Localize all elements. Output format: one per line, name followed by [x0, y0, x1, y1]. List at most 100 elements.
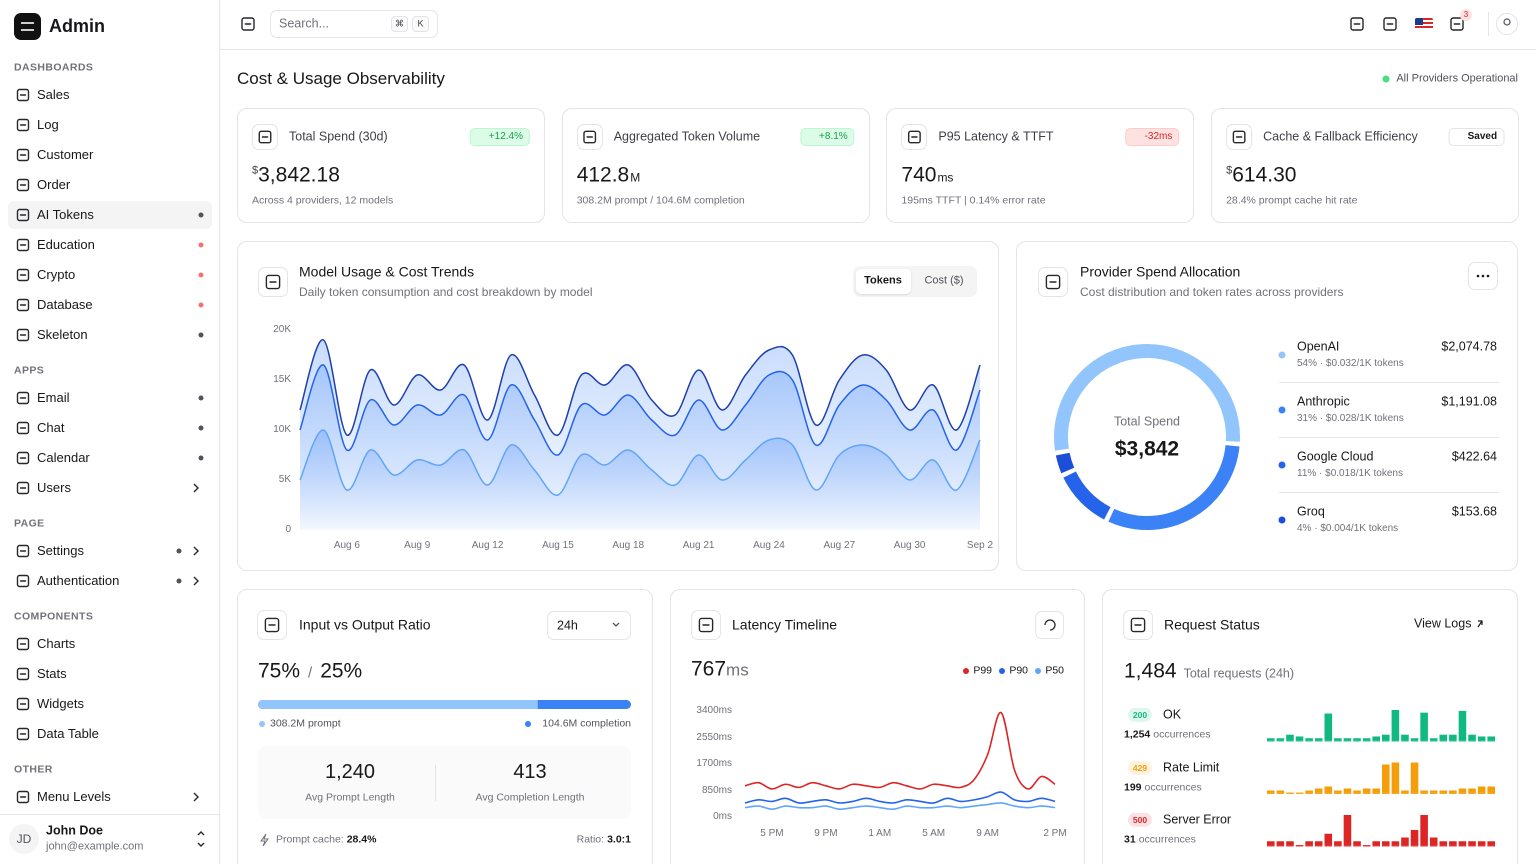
range-select[interactable]	[547, 611, 631, 640]
profile-button[interactable]	[1496, 13, 1518, 35]
card-title: Model Usage & Cost Trends	[299, 263, 475, 280]
sidebar-toggle[interactable]	[238, 14, 258, 34]
tab-label[interactable]: Cost ($)	[924, 274, 964, 287]
ratio-values: 75% / 25%	[258, 658, 362, 683]
legend-label: Groq	[1297, 504, 1325, 519]
nav-label[interactable]: Menu Levels	[37, 789, 111, 805]
toolbar-button[interactable]	[1347, 14, 1367, 34]
nav-label[interactable]: Charts	[37, 636, 76, 652]
stat-value-group: 412.8M	[577, 162, 641, 187]
section-title: APPS	[14, 364, 45, 377]
nav-label[interactable]: Order	[37, 177, 71, 193]
nav-label[interactable]: Email	[37, 390, 70, 406]
status-label: Server Error	[1163, 812, 1232, 827]
footer-cache: Prompt cache: 28.4%	[276, 834, 376, 847]
view-logs-link[interactable]: View Logs	[1414, 616, 1472, 631]
legend-label: P50	[1045, 664, 1064, 677]
stat-label: Total Spend (30d)	[289, 129, 388, 144]
card-subtitle: Daily token consumption and cost breakdo…	[299, 284, 593, 299]
key-badge	[412, 16, 429, 32]
icon-box	[576, 124, 603, 150]
nav-label[interactable]: Widgets	[37, 696, 84, 712]
nav-label[interactable]: Education	[37, 237, 95, 253]
separator: /	[308, 664, 313, 682]
donut-center-value: $3,842	[1114, 437, 1180, 461]
stat-badge: -32ms	[1125, 128, 1180, 146]
nav-label[interactable]: Settings	[37, 543, 84, 559]
metric-label: Avg Completion Length	[475, 791, 585, 804]
card-title: Request Status	[1164, 616, 1260, 633]
metrics-divider	[435, 765, 436, 801]
stat-value: 614.30	[1232, 163, 1297, 187]
stat-sub: 28.4% prompt cache hit rate	[1226, 194, 1358, 207]
nav-label[interactable]: Data Table	[37, 726, 99, 742]
tab-active[interactable]	[856, 269, 911, 294]
stat-value-group: $614.30	[1226, 162, 1296, 187]
x-tick-label: Aug 9	[404, 540, 431, 551]
toolbar-button[interactable]	[1380, 14, 1400, 34]
nav-label[interactable]: Authentication	[37, 573, 120, 589]
more-button[interactable]	[1468, 262, 1498, 290]
legend-label: Google Cloud	[1297, 449, 1374, 464]
stat-prefix: $	[252, 164, 259, 177]
nav-item[interactable]	[8, 201, 212, 229]
nav-label[interactable]: Log	[37, 117, 59, 133]
request-headline: 1,484 Total requests (24h)	[1124, 658, 1294, 683]
y-tick-label: 15K	[273, 374, 291, 385]
refresh-button[interactable]	[1035, 611, 1064, 639]
nav-label[interactable]: Crypto	[37, 267, 76, 283]
nav-label[interactable]: Stats	[37, 666, 67, 682]
nav-label[interactable]: Chat	[37, 420, 65, 436]
x-tick-label: Aug 24	[753, 540, 785, 551]
y-tick-label: 0	[285, 524, 291, 535]
nav-label[interactable]: Skeleton	[37, 327, 88, 343]
latency-headline: 767ms	[691, 656, 749, 681]
select-value[interactable]: 24h	[557, 618, 578, 633]
status-occurrences: 199 occurrences	[1124, 781, 1202, 794]
metrics-box	[258, 746, 631, 819]
search-box[interactable]	[270, 10, 438, 38]
data-label: 25%	[320, 659, 363, 683]
status-count: 199	[1124, 781, 1142, 794]
stat-card	[886, 108, 1195, 223]
key-label: K	[417, 18, 424, 29]
footer-value: 28.4%	[346, 833, 377, 846]
x-tick-label: 5 PM	[760, 828, 784, 839]
card-title: Latency Timeline	[732, 616, 838, 633]
stat-value: 740	[901, 163, 937, 187]
topbar	[220, 0, 1536, 50]
stat-label: Cache & Fallback Efficiency	[1263, 129, 1418, 144]
nav-label[interactable]: Sales	[37, 87, 70, 103]
avatar	[9, 824, 39, 854]
y-tick-label: 5K	[278, 474, 291, 485]
user-email: john@example.com	[46, 840, 144, 853]
status-label: OK	[1163, 707, 1182, 722]
icon-box	[258, 267, 288, 297]
legend-label: 308.2M prompt	[270, 717, 341, 730]
nav-label[interactable]: AI Tokens	[37, 207, 94, 223]
stat-badge: Saved	[1448, 128, 1505, 146]
footer-value: 3.0:1	[607, 833, 631, 846]
icon-box	[691, 610, 721, 640]
data-label: $1,191.08	[1441, 394, 1497, 409]
icon-box	[1123, 610, 1153, 640]
stat-suffix: ms	[937, 170, 954, 185]
nav-label[interactable]: Database	[37, 297, 93, 313]
data-label: $153.68	[1451, 504, 1497, 519]
footer-label: Prompt cache:	[276, 833, 344, 846]
stat-sub: Across 4 providers, 12 models	[252, 194, 394, 207]
user-panel[interactable]	[0, 814, 219, 864]
status-unit: occurrences	[1153, 728, 1211, 741]
nav-label[interactable]: Calendar	[37, 450, 90, 466]
section-title: PAGE	[14, 517, 45, 530]
tab-label[interactable]: Tokens	[864, 274, 902, 287]
nav-label[interactable]: Users	[37, 480, 71, 496]
legend-label: OpenAI	[1297, 339, 1340, 354]
x-tick-label: 9 PM	[814, 828, 838, 839]
nav-label[interactable]: Customer	[37, 147, 94, 163]
section-title: COMPONENTS	[14, 610, 94, 623]
legend-divider	[1279, 492, 1499, 493]
request-card	[1102, 589, 1518, 864]
x-tick-label: Aug 21	[682, 540, 715, 551]
x-tick-label: Aug 6	[333, 540, 360, 551]
